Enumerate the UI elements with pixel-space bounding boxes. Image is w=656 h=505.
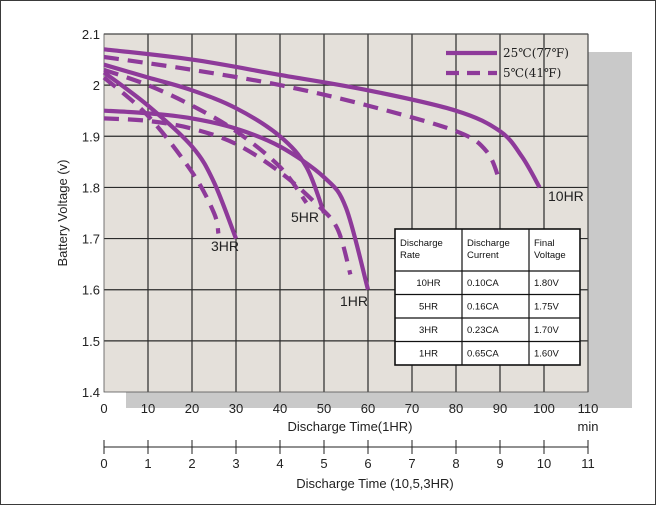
table-cell: 0.10CA	[467, 278, 499, 289]
table-cell: 0.23CA	[467, 325, 499, 336]
y-axis-label: Battery Voltage (v)	[55, 160, 70, 267]
curve-5hr-25c	[103, 62, 326, 214]
curve-label-3hr: 3HR	[211, 238, 239, 254]
x1-tick-label: 80	[449, 401, 463, 416]
x1-tick-label: 40	[273, 401, 287, 416]
x1-tick-label: 100	[533, 401, 555, 416]
x1-unit-label: min	[578, 419, 599, 434]
curve-label-1hr: 1HR	[340, 293, 368, 309]
x1-tick-label: 90	[493, 401, 507, 416]
x2-tick-label: 2	[188, 456, 195, 471]
curve-1hr-25c	[103, 108, 371, 291]
y-tick-label: 1.8	[82, 180, 100, 195]
x2-tick-label: 10	[537, 456, 551, 471]
table-header-cell: Discharge	[400, 238, 443, 249]
x2-tick-label: 4	[276, 456, 283, 471]
y-tick-label: 1.4	[82, 385, 100, 400]
y-tick-label: 2	[93, 78, 100, 93]
table-header-cell: Rate	[400, 250, 420, 261]
x2-tick-label: 1	[144, 456, 151, 471]
table-cell: 1.60V	[534, 349, 559, 360]
x2-axis-label: Discharge Time (10,5,3HR)	[296, 476, 454, 491]
table-header-cell: Discharge	[467, 238, 510, 249]
table-header-cell: Current	[467, 250, 499, 261]
x1-tick-label: 110	[578, 401, 599, 416]
curve-3hr-5c	[102, 75, 221, 234]
table-cell: 0.65CA	[467, 349, 499, 360]
x1-tick-label: 50	[317, 401, 331, 416]
curve-1hr-5c	[103, 116, 353, 275]
x2-tick-label: 3	[232, 456, 239, 471]
table-cell: 5HR	[419, 302, 438, 313]
x2-tick-label: 9	[496, 456, 503, 471]
table-cell: 10HR	[416, 278, 440, 289]
x2-tick-label: 0	[100, 456, 107, 471]
legend-label: 25℃(77℉)	[503, 46, 569, 60]
table-cell: 3HR	[419, 325, 438, 336]
table-header-cell: Final	[534, 238, 555, 249]
plot-border	[103, 33, 589, 393]
y-tick-label: 2.1	[82, 27, 100, 42]
y-tick-label: 1.5	[82, 334, 100, 349]
curve-10hr-5c	[103, 54, 502, 184]
legend-label: 5℃(41℉)	[503, 66, 561, 80]
spec-table	[394, 228, 581, 366]
curve-10hr-25c	[103, 47, 542, 189]
x1-tick-label: 10	[141, 401, 155, 416]
table-cell: 1HR	[419, 349, 438, 360]
table-cell: 1.80V	[534, 278, 559, 289]
x2-tick-label: 11	[581, 456, 595, 471]
table-cell: 1.70V	[534, 325, 559, 336]
y-tick-label: 1.9	[82, 129, 100, 144]
x1-tick-label: 0	[100, 401, 107, 416]
curve-3hr-25c	[102, 70, 238, 240]
table-header-cell: Voltage	[534, 250, 566, 261]
x2-tick-label: 8	[452, 456, 459, 471]
y-tick-label: 1.7	[82, 232, 100, 247]
curve-5hr-5c	[103, 67, 309, 205]
table-cell: 0.16CA	[467, 302, 499, 313]
x1-tick-label: 30	[229, 401, 243, 416]
x2-tick-label: 6	[364, 456, 371, 471]
table-cell: 1.75V	[534, 302, 559, 313]
curve-label-10hr: 10HR	[548, 188, 584, 204]
x1-axis-label: Discharge Time(1HR)	[288, 419, 413, 434]
x2-tick-label: 7	[408, 456, 415, 471]
x1-tick-label: 60	[361, 401, 375, 416]
x1-tick-label: 20	[185, 401, 199, 416]
y-tick-label: 1.6	[82, 283, 100, 298]
x2-tick-label: 5	[320, 456, 327, 471]
x1-tick-label: 70	[405, 401, 419, 416]
curve-label-5hr: 5HR	[291, 209, 319, 225]
